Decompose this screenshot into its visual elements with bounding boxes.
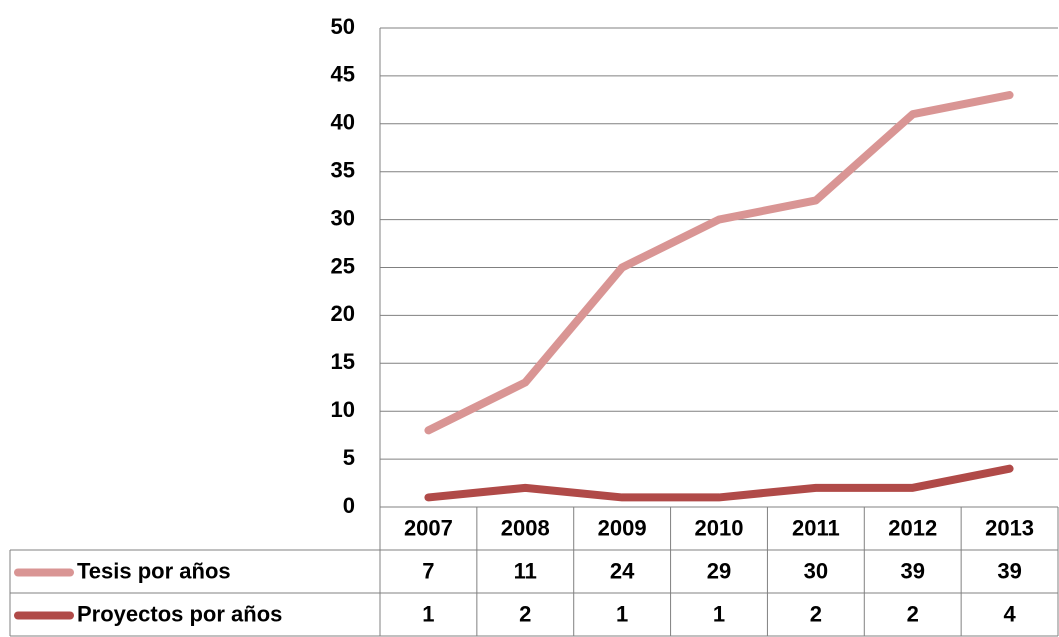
x-tick-label: 2008 <box>501 515 550 540</box>
x-tick-label: 2011 <box>792 515 840 540</box>
table-value: 7 <box>422 558 434 583</box>
table-value: 30 <box>804 558 828 583</box>
table-value: 39 <box>997 558 1021 583</box>
legend-label: Tesis por años <box>77 558 231 583</box>
y-tick-label: 30 <box>331 205 355 230</box>
y-tick-label: 25 <box>331 253 355 278</box>
x-tick-label: 2013 <box>985 515 1034 540</box>
y-tick-label: 0 <box>343 493 355 518</box>
x-tick-label: 2012 <box>888 515 937 540</box>
y-tick-label: 45 <box>331 62 355 87</box>
table-value: 1 <box>713 601 725 626</box>
legend-label: Proyectos por años <box>77 601 282 626</box>
table-value: 29 <box>707 558 731 583</box>
table-value: 2 <box>519 601 531 626</box>
table-value: 1 <box>422 601 434 626</box>
series-line <box>424 464 1014 502</box>
x-tick-label: 2009 <box>598 515 647 540</box>
table-value: 39 <box>900 558 924 583</box>
x-tick-label: 2007 <box>404 515 453 540</box>
y-tick-label: 15 <box>331 349 355 374</box>
table-value: 4 <box>1003 601 1016 626</box>
table-value: 2 <box>810 601 822 626</box>
y-tick-label: 40 <box>331 110 355 135</box>
table-value: 2 <box>907 601 919 626</box>
table-value: 11 <box>514 558 537 583</box>
table-value: 1 <box>616 601 628 626</box>
y-tick-label: 5 <box>343 445 355 470</box>
series-line <box>424 91 1014 435</box>
y-tick-label: 20 <box>331 301 355 326</box>
y-tick-label: 10 <box>331 397 355 422</box>
x-tick-label: 2010 <box>695 515 744 540</box>
y-tick-label: 35 <box>331 158 355 183</box>
y-tick-label: 50 <box>331 14 355 39</box>
table-value: 24 <box>610 558 635 583</box>
